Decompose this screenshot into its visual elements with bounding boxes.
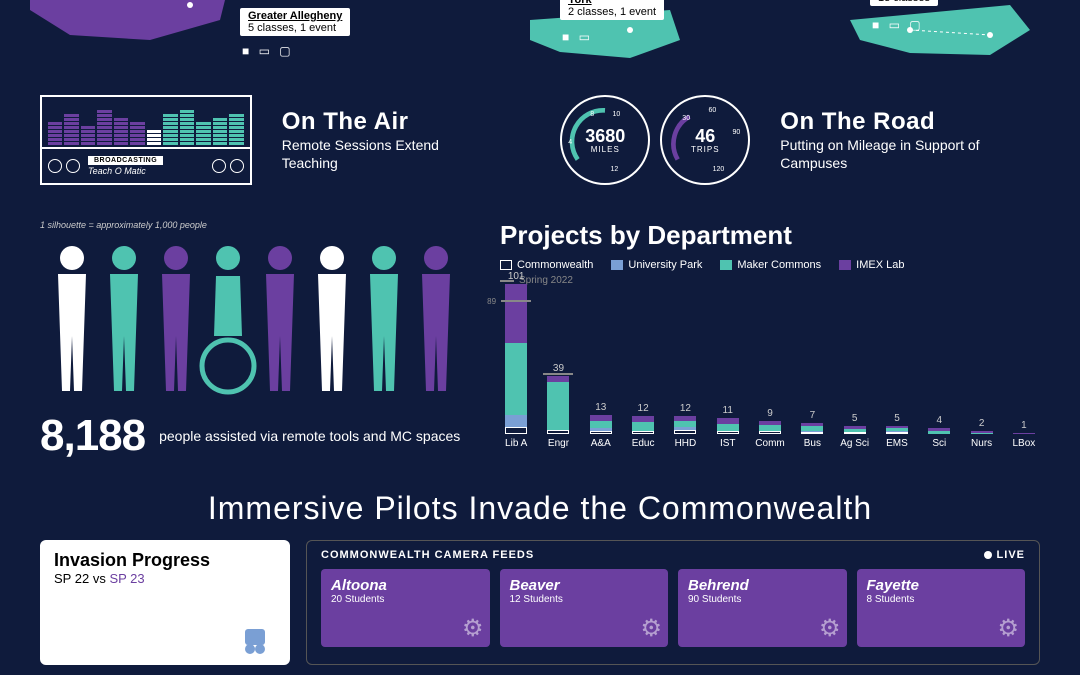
campus-label-right: 13 classes: [870, 0, 938, 6]
legend-item: Commonwealth: [500, 259, 593, 271]
bar-column: 2Nurs: [965, 418, 997, 449]
camera-feed: Behrend90 Students⚙: [678, 569, 847, 647]
bar-column: 4Sci: [923, 415, 955, 449]
robot-icon: [230, 619, 280, 659]
section-title: On The Air: [282, 108, 491, 136]
gauge-tick: 120: [713, 166, 725, 173]
knob-icon: [230, 159, 244, 173]
chart-title: Projects by Department: [500, 220, 1040, 251]
bar-column: 7Bus: [796, 410, 828, 449]
people-block: 1 silhouette = approximately 1,000 peopl…: [40, 220, 470, 460]
live-dot-icon: [984, 551, 992, 559]
campus-map-row: Greater Allegheny 5 classes, 1 event ■ ▭…: [0, 0, 1080, 70]
camera-feed: Altoona20 Students⚙: [321, 569, 490, 647]
section-title: On The Road: [780, 108, 1040, 136]
radio-graphic: BROADCASTING Teach O Matic: [40, 95, 252, 185]
gauges: 4 8 10 12 3680 MILES 30 60 90 120 46 TRI…: [560, 95, 750, 185]
gauge-tick: 90: [733, 129, 741, 136]
legend-item: Maker Commons: [720, 259, 821, 271]
campus-icons: ■ ▭ ▢: [242, 44, 294, 58]
invasion-title: Invasion Progress: [54, 550, 276, 571]
map-shape-allegheny: [30, 0, 230, 50]
feeds-header-label: COMMONWEALTH CAMERA FEEDS: [321, 549, 534, 561]
camera-feed: Fayette8 Students⚙: [857, 569, 1026, 647]
broadcasting-tag: BROADCASTING: [88, 156, 163, 165]
campus-detail: 13 classes: [878, 0, 930, 4]
section-subtitle: Remote Sessions Extend Teaching: [282, 136, 491, 172]
bar-column: 1LBox: [1008, 420, 1040, 449]
bar-column: 5Ag Sci: [839, 413, 871, 449]
invasion-progress-box: Invasion Progress SP 22 vs SP 23: [40, 540, 290, 665]
silhouette-note: 1 silhouette = approximately 1,000 peopl…: [40, 220, 470, 230]
campus-label-allegheny: Greater Allegheny 5 classes, 1 event: [240, 8, 350, 36]
section-subtitle: Putting on Mileage in Support of Campuse…: [780, 136, 1040, 172]
campus-name: Greater Allegheny: [248, 10, 342, 22]
projects-chart: Projects by Department Commonwealth Unive…: [500, 220, 1040, 460]
campus-icons: ■ ▭ ▢: [872, 18, 924, 32]
on-the-road-text: On The Road Putting on Mileage in Suppor…: [780, 108, 1040, 172]
device-label: Teach O Matic: [88, 166, 163, 176]
gauge-tick: 4: [568, 139, 572, 146]
chart-legend: Commonwealth University Park Maker Commons…: [500, 259, 1040, 271]
knob-icon: [48, 159, 62, 173]
invasion-sub: SP 22 vs SP 23: [54, 571, 276, 586]
knob-icon: [66, 159, 80, 173]
invasion-row: Invasion Progress SP 22 vs SP 23 COMMONW…: [40, 540, 1040, 665]
people-count: 8,188: [40, 411, 145, 461]
bar-column: 12Educ: [627, 403, 659, 449]
on-the-air-text: On The Air Remote Sessions Extend Teachi…: [282, 108, 491, 172]
sp22-label: SP 22: [54, 571, 89, 586]
map-shape-right: [850, 5, 1030, 60]
bar-column: 11IST: [712, 405, 744, 449]
live-label: LIVE: [997, 549, 1025, 561]
bar-column: 13A&A: [585, 402, 617, 449]
camera-feed: Beaver12 Students⚙: [500, 569, 669, 647]
gauge-tick: 10: [613, 111, 621, 118]
bar-column: 12HHD: [669, 403, 701, 449]
stats-row: BROADCASTING Teach O Matic On The Air Re…: [40, 90, 1040, 190]
live-indicator: LIVE: [984, 549, 1025, 561]
people-desc: people assisted via remote tools and MC …: [159, 427, 460, 445]
gauge-tick: 12: [611, 166, 619, 173]
bar-column: 10189Lib A: [500, 271, 532, 449]
campus-detail: 5 classes, 1 event: [248, 22, 342, 34]
vs-label: vs: [93, 571, 106, 586]
gauge-tick: 60: [709, 107, 717, 114]
bar-column: 39Engr: [542, 363, 574, 449]
campus-icons: ■ ▭: [562, 30, 593, 44]
legend-item: IMEX Lab: [839, 259, 904, 271]
gauge-miles: 4 8 10 12 3680 MILES: [560, 95, 650, 185]
camera-feeds-box: COMMONWEALTH CAMERA FEEDS LIVE Altoona20…: [306, 540, 1040, 665]
gauge-tick: 30: [682, 115, 690, 122]
campus-detail: 2 classes, 1 event: [568, 6, 656, 18]
people-and-chart-row: 1 silhouette = approximately 1,000 peopl…: [40, 220, 1040, 460]
knob-icon: [212, 159, 226, 173]
bars-area: 10189Lib A39Engr13A&A12Educ12HHD11IST9Co…: [500, 294, 1040, 449]
people-silhouettes: [40, 236, 470, 396]
campus-label-york: York 2 classes, 1 event: [560, 0, 664, 20]
bar-column: 9Comm: [754, 408, 786, 449]
sp23-label: SP 23: [109, 571, 144, 586]
legend-item: University Park: [611, 259, 702, 271]
gauge-trips: 30 60 90 120 46 TRIPS: [660, 95, 750, 185]
bar-column: 5EMS: [881, 413, 913, 449]
spring-legend: Spring 2022: [500, 275, 1040, 286]
invade-title: Immersive Pilots Invade the Commonwealth: [0, 490, 1080, 527]
gauge-tick: 8: [590, 111, 594, 118]
